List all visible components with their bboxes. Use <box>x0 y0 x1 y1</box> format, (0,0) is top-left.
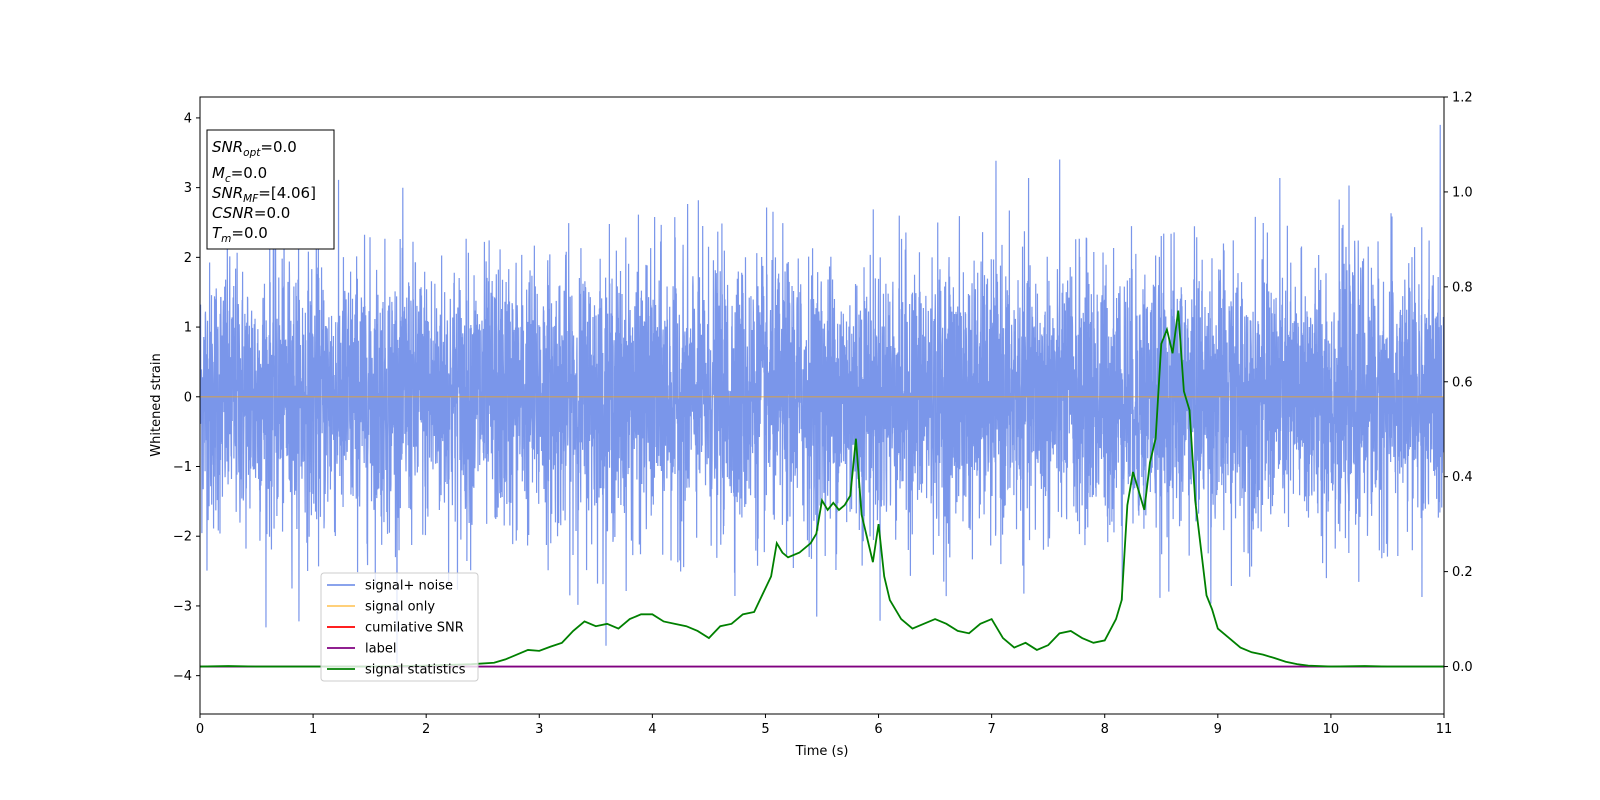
y-tick-label: 2 <box>184 251 192 266</box>
x-tick-label: 10 <box>1323 722 1340 737</box>
y-right-tick-label: 0.0 <box>1452 660 1473 675</box>
x-tick-label: 7 <box>987 722 995 737</box>
legend-label-signal-only: signal only <box>365 600 435 615</box>
info-line-snr-mf: SNRMF=[4.06] <box>212 184 316 205</box>
x-axis-ticks: 0 1 2 3 4 5 6 7 8 9 10 11 <box>196 714 1452 737</box>
y-axis-left-ticks: −4 −3 −2 −1 0 1 2 3 4 <box>173 111 200 684</box>
x-axis-label: Time (s) <box>795 744 849 759</box>
y-tick-label: −3 <box>173 599 192 614</box>
y-axis-label: Whitened strain <box>149 353 164 456</box>
x-tick-label: 1 <box>309 722 317 737</box>
info-line-csnr: CSNR=0.0 <box>212 204 290 222</box>
y-right-tick-label: 0.6 <box>1452 375 1473 390</box>
legend-label-cumilative-snr: cumilative SNR <box>365 621 464 636</box>
x-tick-label: 2 <box>422 722 430 737</box>
x-tick-label: 8 <box>1101 722 1109 737</box>
x-tick-label: 3 <box>535 722 543 737</box>
info-box-frame <box>206 129 335 250</box>
y-tick-label: 3 <box>184 181 192 196</box>
x-tick-label: 11 <box>1436 722 1453 737</box>
x-tick-label: 4 <box>648 722 656 737</box>
y-tick-label: 4 <box>184 111 192 126</box>
y-right-tick-label: 1.0 <box>1452 185 1473 200</box>
info-line-mc: Mc=0.0 <box>212 164 267 185</box>
y-right-tick-label: 0.4 <box>1452 470 1473 485</box>
legend-label-signal-noise: signal+ noise <box>365 579 453 594</box>
y-tick-label: 0 <box>184 390 192 405</box>
y-axis-right-ticks: 0.0 0.2 0.4 0.6 0.8 1.0 1.2 <box>1444 91 1473 675</box>
legend-label-signal-statistics: signal statistics <box>365 663 466 678</box>
plot-area-frame <box>199 96 1445 715</box>
y-right-tick-label: 1.2 <box>1452 91 1473 106</box>
legend: signal+ noise signal only cumilative SNR la… <box>320 572 479 682</box>
x-tick-label: 5 <box>761 722 769 737</box>
legend-label-label: label <box>365 642 396 657</box>
y-tick-label: 1 <box>184 321 192 336</box>
series-line-signal-statistics <box>200 310 1444 668</box>
y-right-tick-label: 0.2 <box>1452 565 1473 580</box>
info-line-tm: Tm=0.0 <box>212 224 268 245</box>
x-tick-label: 6 <box>874 722 882 737</box>
x-tick-label: 9 <box>1214 722 1222 737</box>
info-line-snr-opt: SNRopt=0.0 <box>212 138 297 159</box>
info-box: SNRopt=0.0 Mc=0.0 SNRMF=[4.06] CSNR=0.0 … <box>206 129 335 250</box>
y-tick-label: −4 <box>173 669 192 684</box>
y-tick-label: −2 <box>173 530 192 545</box>
y-tick-label: −1 <box>173 460 192 475</box>
y-right-tick-label: 0.8 <box>1452 280 1473 295</box>
x-tick-label: 0 <box>196 722 204 737</box>
legend-frame <box>320 572 479 682</box>
